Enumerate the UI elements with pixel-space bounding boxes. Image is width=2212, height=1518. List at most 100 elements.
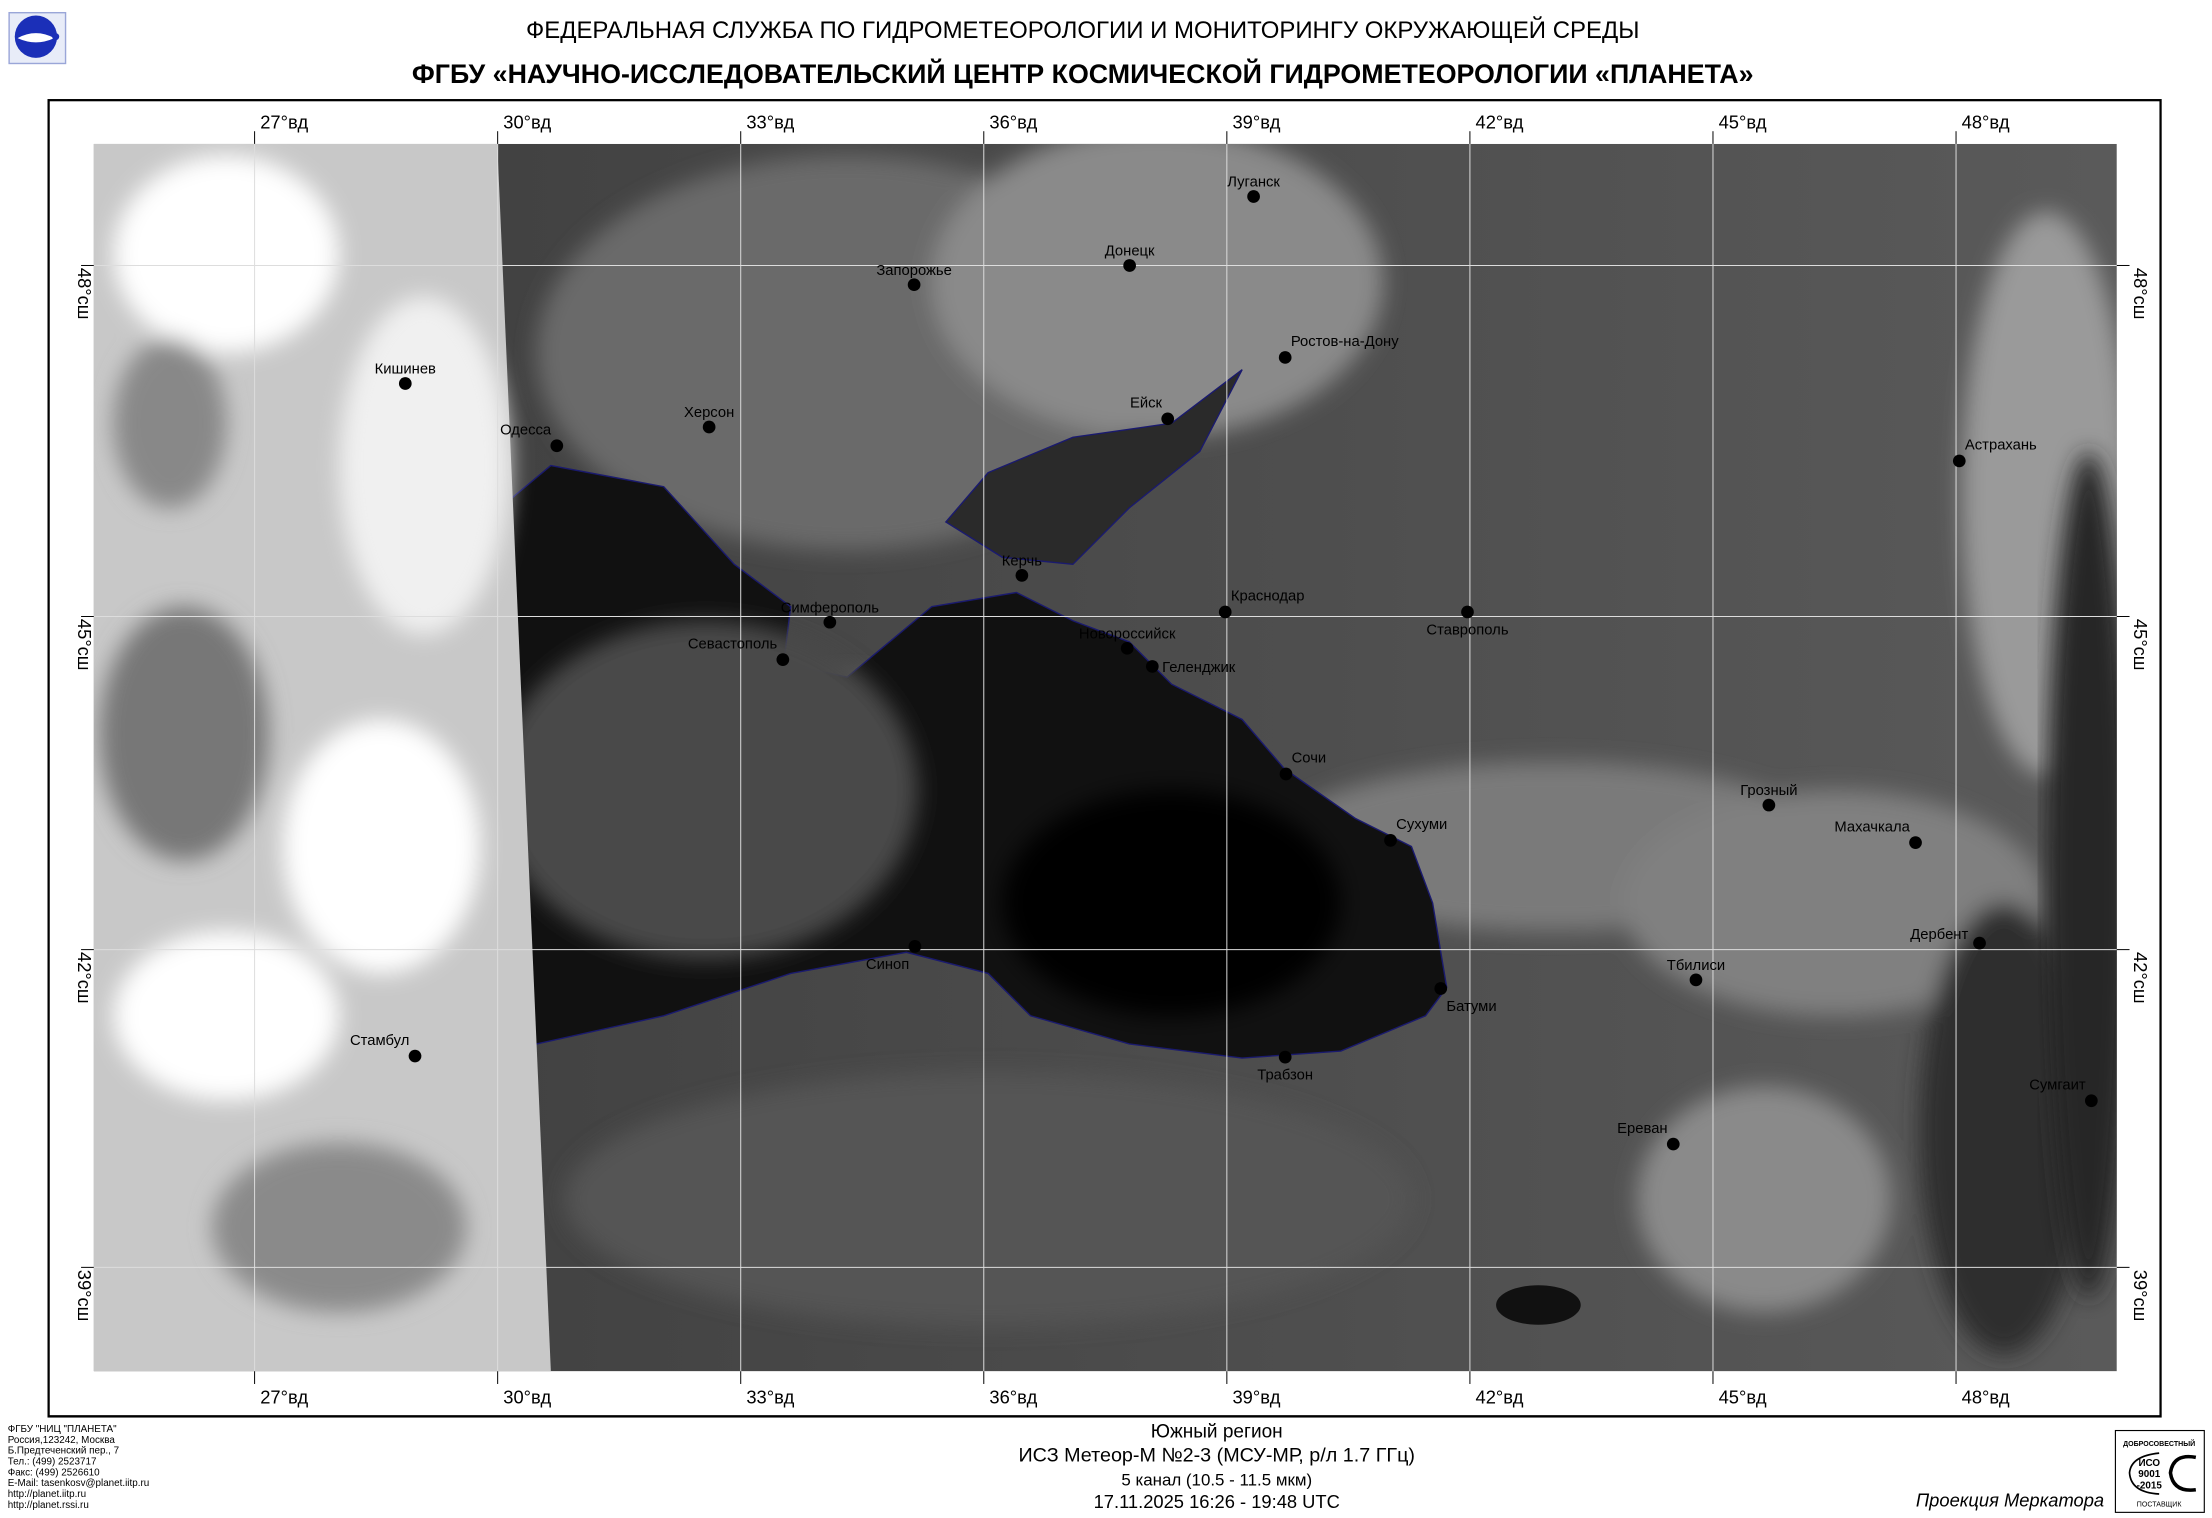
longitude-label: 30°вд bbox=[503, 1387, 551, 1408]
city-label: Ростов-на-Дону bbox=[1291, 334, 1399, 350]
city-marker: Стамбул bbox=[350, 1033, 422, 1063]
city-label: Кишинев bbox=[375, 362, 436, 378]
city-marker: Ставрополь bbox=[1426, 605, 1509, 639]
city-dot bbox=[908, 940, 922, 953]
city-label: Запорожье bbox=[876, 263, 952, 279]
channel-label: 5 канал (10.5 - 11.5 мкм) bbox=[1121, 1471, 1312, 1490]
city-label: Одесса bbox=[500, 422, 552, 438]
iso-top-text: ДОБРОСОВЕСТНЫЙ bbox=[2123, 1439, 2195, 1448]
city-marker: Тбилиси bbox=[1667, 958, 1725, 987]
city-dot bbox=[1762, 798, 1776, 812]
city-label: Сумгаит bbox=[2029, 1077, 2086, 1093]
longitude-label: 48°вд bbox=[1962, 1387, 2010, 1408]
longitude-label: 42°вд bbox=[1476, 1387, 1524, 1408]
satellite-label: ИСЗ Метеор-М №2-3 (МСУ-МР, р/л 1.7 ГГц) bbox=[1018, 1445, 1415, 1467]
city-dot bbox=[823, 615, 837, 629]
satellite-image bbox=[93, 143, 2117, 1372]
city-label: Керчь bbox=[1002, 554, 1042, 570]
city-label: Ереван bbox=[1617, 1121, 1667, 1137]
longitude-label: 39°вд bbox=[1232, 111, 1280, 132]
city-dot bbox=[1278, 1050, 1292, 1064]
iso-line3: -2015 bbox=[2137, 1480, 2163, 1491]
contact-line: Факс: (499) 2526610 bbox=[8, 1467, 100, 1478]
city-marker: Астрахань bbox=[1952, 438, 2037, 468]
city-marker: Ростов-на-Дону bbox=[1278, 334, 1399, 364]
city-label: Махачкала bbox=[1834, 819, 1910, 835]
city-marker: Луганск bbox=[1227, 175, 1280, 203]
city-dot bbox=[1015, 569, 1029, 582]
latitude-label: 48°сш bbox=[2130, 268, 2151, 320]
city-dot bbox=[1434, 982, 1448, 995]
planeta-logo bbox=[8, 11, 67, 65]
longitude-label: 30°вд bbox=[503, 111, 551, 132]
contact-line: Россия,123242, Москва bbox=[8, 1435, 116, 1446]
city-marker: Севастополь bbox=[688, 636, 790, 666]
city-label: Трабзон bbox=[1257, 1068, 1313, 1084]
city-label: Новороссийск bbox=[1079, 626, 1176, 642]
contact-line: E-Mail: tasenkosv@planet.iitp.ru bbox=[8, 1478, 150, 1489]
city-label: Стамбул bbox=[350, 1033, 409, 1049]
city-marker: Кишинев bbox=[375, 362, 436, 390]
city-marker: Запорожье bbox=[876, 263, 952, 292]
city-label: Грозный bbox=[1740, 783, 1797, 799]
contact-line: Б.Предтеченский пер., 7 bbox=[8, 1446, 119, 1457]
city-dot bbox=[1120, 641, 1134, 655]
city-marker: Дербент bbox=[1910, 927, 1986, 950]
city-marker: Краснодар bbox=[1218, 589, 1305, 619]
city-marker: Трабзон bbox=[1257, 1050, 1313, 1084]
city-dot bbox=[776, 653, 790, 666]
city-dot bbox=[1973, 936, 1986, 950]
city-label: Краснодар bbox=[1231, 589, 1305, 605]
city-dot bbox=[398, 377, 412, 390]
city-dot bbox=[1909, 836, 1922, 849]
city-label: Ставрополь bbox=[1426, 623, 1508, 639]
city-label: Симферополь bbox=[781, 600, 880, 616]
city-dot bbox=[1161, 412, 1175, 426]
city-marker: Новороссийск bbox=[1079, 626, 1176, 655]
city-dot bbox=[1218, 605, 1232, 619]
iso-line1: ИСО bbox=[2138, 1458, 2160, 1469]
city-dot bbox=[702, 420, 716, 434]
iso-bottom-text: ПОСТАВЩИК bbox=[2137, 1502, 2183, 1509]
latitude-label: 39°сш bbox=[74, 1270, 95, 1322]
city-dot bbox=[1689, 973, 1703, 987]
city-dot bbox=[1123, 259, 1136, 272]
city-label: Батуми bbox=[1446, 999, 1496, 1015]
city-marker: Ереван bbox=[1617, 1121, 1680, 1151]
city-marker: Херсон bbox=[684, 405, 734, 434]
latitude-label: 42°сш bbox=[2130, 952, 2151, 1004]
projection-label: Проекция Меркатора bbox=[1916, 1490, 2104, 1511]
city-dot bbox=[1384, 834, 1397, 847]
city-label: Херсон bbox=[684, 405, 734, 421]
bright-western-band bbox=[93, 143, 551, 1372]
city-dot bbox=[550, 439, 564, 453]
city-marker: Ейск bbox=[1130, 396, 1175, 426]
city-marker: Одесса bbox=[500, 422, 564, 453]
city-marker: Геленджик bbox=[1145, 660, 1236, 676]
contact-line: http://planet.rssi.ru bbox=[8, 1500, 89, 1511]
city-label: Дербент bbox=[1910, 927, 1968, 943]
longitude-label: 45°вд bbox=[1719, 1387, 1767, 1408]
city-label: Луганск bbox=[1227, 175, 1280, 191]
datetime-label: 17.11.2025 16:26 - 19:48 UTC bbox=[1094, 1491, 1340, 1512]
city-label: Сочи bbox=[1292, 751, 1327, 767]
city-markers: Луганск Донецк Запорожье Кишинев Ростов-на-Д… bbox=[350, 175, 2098, 1151]
city-label: Геленджик bbox=[1162, 660, 1236, 676]
latitude-label: 42°сш bbox=[74, 952, 95, 1004]
longitude-label: 36°вд bbox=[989, 1387, 1037, 1408]
latitude-label: 45°сш bbox=[74, 619, 95, 671]
agency-title: ФЕДЕРАЛЬНАЯ СЛУЖБА ПО ГИДРОМЕТЕОРОЛОГИИ … bbox=[526, 16, 1639, 44]
longitude-label: 45°вд bbox=[1719, 111, 1767, 132]
city-dot bbox=[1247, 190, 1260, 203]
city-label: Севастополь bbox=[688, 636, 778, 652]
longitude-label: 27°вд bbox=[260, 111, 308, 132]
longitude-label: 33°вд bbox=[746, 111, 794, 132]
city-label: Астрахань bbox=[1965, 438, 2037, 454]
longitude-label: 36°вд bbox=[989, 111, 1037, 132]
city-dot bbox=[1952, 454, 1966, 468]
city-marker: Симферополь bbox=[781, 600, 880, 629]
city-dot bbox=[1666, 1137, 1680, 1151]
latitude-label: 45°сш bbox=[2130, 619, 2151, 671]
city-label: Синоп bbox=[866, 957, 909, 973]
